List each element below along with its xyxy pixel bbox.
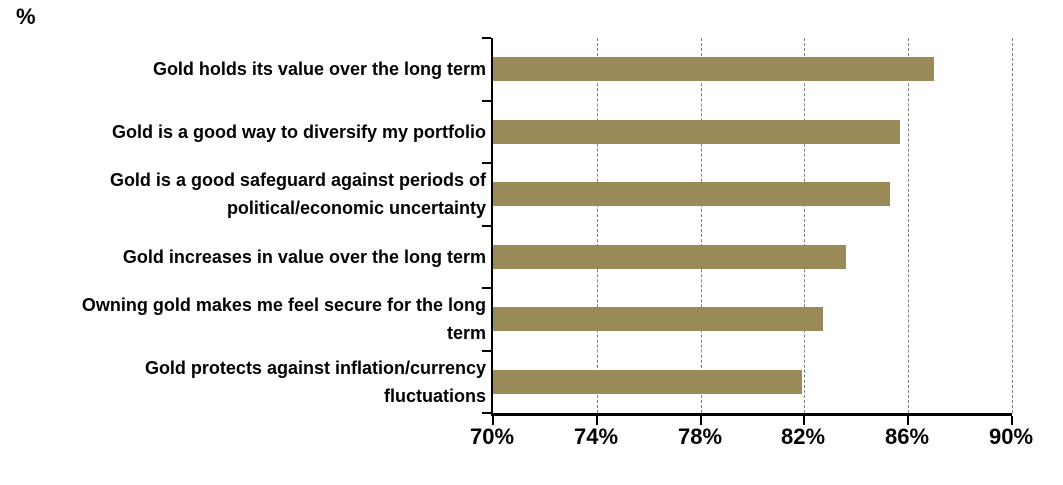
- gridline: [1012, 38, 1013, 413]
- bar: [493, 57, 934, 81]
- category-label-line: Gold is a good safeguard against periods…: [109, 170, 486, 190]
- category-label-line: Gold protects against inflation/currency: [144, 358, 486, 378]
- gridline: [596, 38, 598, 413]
- bar: [493, 120, 900, 144]
- category-label: Gold is a good way to diversify my portf…: [0, 118, 486, 146]
- x-tick: [1011, 416, 1013, 425]
- axis-unit-label: %: [16, 4, 36, 29]
- category-label-line: fluctuations: [384, 386, 486, 406]
- x-tick: [700, 416, 702, 425]
- category-label: Gold is a good safeguard against periods…: [0, 166, 486, 222]
- x-tick-label: 74%: [573, 424, 619, 449]
- x-tick-label: 86%: [884, 424, 930, 449]
- category-label: Gold increases in value over the long te…: [0, 243, 486, 271]
- bar: [493, 245, 846, 269]
- bar: [493, 307, 823, 331]
- plot-area: [482, 37, 1013, 425]
- category-label-line: term: [446, 323, 486, 343]
- y-tick: [482, 37, 491, 39]
- category-label-line: Gold is a good way to diversify my portf…: [111, 122, 486, 142]
- gridline: [804, 38, 806, 413]
- category-label: Gold holds its value over the long term: [0, 55, 486, 83]
- gridline: [908, 38, 910, 413]
- x-tick-label: 82%: [780, 424, 826, 449]
- x-tick-label: 78%: [677, 424, 723, 449]
- x-tick: [492, 416, 494, 425]
- category-label-line: Owning gold makes me feel secure for the…: [81, 295, 486, 315]
- gridline: [700, 38, 702, 413]
- bar: [493, 182, 890, 206]
- x-tick-label: 70%: [469, 424, 515, 449]
- y-tick: [482, 100, 491, 102]
- bar: [493, 370, 802, 394]
- x-tick: [907, 416, 909, 425]
- category-label: Owning gold makes me feel secure for the…: [0, 291, 486, 347]
- x-tick-label: 90%: [988, 424, 1034, 449]
- y-tick: [482, 225, 491, 227]
- x-tick: [803, 416, 805, 425]
- x-tick: [596, 416, 598, 425]
- y-tick: [482, 350, 491, 352]
- category-label-line: Gold increases in value over the long te…: [122, 247, 486, 267]
- y-tick: [482, 162, 491, 164]
- y-tick: [482, 287, 491, 289]
- category-label-line: Gold holds its value over the long term: [152, 59, 486, 79]
- y-tick: [482, 412, 491, 414]
- category-label: Gold protects against inflation/currency…: [0, 354, 486, 410]
- category-label-line: political/economic uncertainty: [226, 198, 486, 218]
